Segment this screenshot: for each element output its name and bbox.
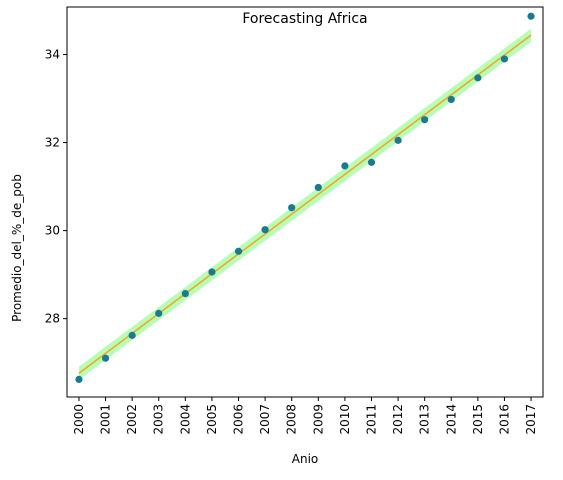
y-tick-label-32: 32 — [45, 136, 60, 150]
data-point-2014 — [447, 95, 455, 104]
data-point-2007 — [261, 226, 269, 234]
data-point-2015 — [474, 74, 482, 82]
y-tick-label-28: 28 — [45, 312, 60, 326]
x-tick-label-2003: 2003 — [152, 404, 166, 435]
y-tick-label-34: 34 — [45, 48, 60, 62]
y-axis-label: Promedio_del_%_de_pob — [10, 174, 24, 322]
y-tick-label-30: 30 — [45, 224, 60, 238]
x-tick-label-2001: 2001 — [99, 404, 113, 435]
x-tick-label-2005: 2005 — [205, 404, 219, 435]
x-tick-label-2014: 2014 — [444, 404, 458, 435]
x-tick-label-2006: 2006 — [232, 404, 246, 435]
data-point-2000 — [75, 375, 83, 383]
data-point-2011 — [367, 158, 376, 166]
data-point-2013 — [421, 116, 429, 124]
x-tick-label-2007: 2007 — [258, 404, 272, 435]
plot-frame — [66, 6, 544, 398]
x-tick-label-2000: 2000 — [72, 404, 86, 435]
x-tick-label-2010: 2010 — [338, 404, 352, 435]
data-point-2017 — [527, 12, 535, 20]
data-point-2005 — [208, 268, 216, 276]
x-tick-label-2011: 2011 — [364, 404, 378, 435]
data-point-2006 — [234, 247, 243, 255]
data-point-2004 — [181, 289, 189, 298]
data-point-2009 — [314, 183, 322, 192]
chart-title: Forecasting Africa — [242, 11, 367, 27]
data-point-layer — [75, 12, 535, 383]
x-axis-label: Anio — [292, 452, 319, 466]
x-tick-label-2008: 2008 — [285, 404, 299, 435]
data-point-2012 — [394, 136, 402, 144]
x-tick-label-2015: 2015 — [471, 404, 485, 435]
x-tick-label-2012: 2012 — [391, 404, 405, 435]
trend-line-layer — [78, 34, 532, 374]
data-point-2003 — [155, 309, 163, 317]
data-point-2001 — [101, 354, 110, 362]
x-tick-label-2013: 2013 — [418, 404, 432, 435]
x-tick-label-2002: 2002 — [125, 404, 139, 435]
axis-layer: 2000 2001 2002 2003 2004 2005 2006 2007 2008 2009… — [45, 48, 538, 435]
data-point-2002 — [128, 331, 136, 339]
x-tick-label-2017: 2017 — [524, 404, 538, 435]
x-tick-label-2009: 2009 — [311, 404, 325, 435]
x-tick-label-2016: 2016 — [497, 404, 511, 435]
data-point-2008 — [288, 204, 296, 212]
trend-line — [78, 34, 532, 374]
x-tick-label-2004: 2004 — [178, 404, 192, 435]
data-point-2010 — [341, 162, 349, 170]
data-point-2016 — [500, 55, 509, 63]
